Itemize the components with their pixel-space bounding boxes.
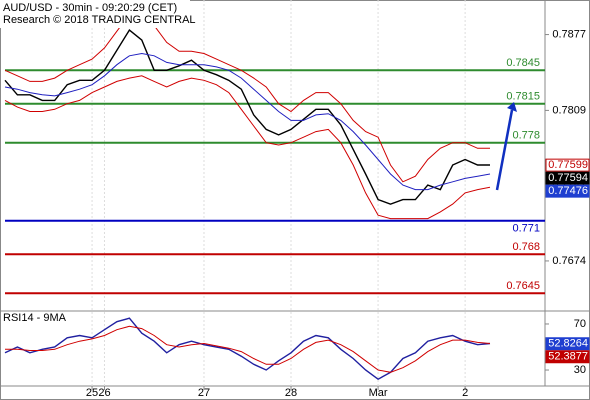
price-tag xyxy=(545,171,590,185)
level-label: 0.768 xyxy=(512,241,540,253)
y-tick-label: 30 xyxy=(574,364,586,376)
series-line xyxy=(5,325,491,373)
rsi-title: RSI14 - 9MA xyxy=(3,312,67,324)
x-tick-label: 28 xyxy=(285,387,297,399)
price-tag-label: 0.77594 xyxy=(548,172,588,184)
chart-title: AUD/USD - 30min - 09:20:29 (CET) xyxy=(3,2,177,14)
title-bg xyxy=(0,0,190,28)
level-label: 0.7845 xyxy=(506,57,540,69)
x-tick-label: 27 xyxy=(198,387,210,399)
series-line xyxy=(4,317,491,381)
price-tag-label: 52.3877 xyxy=(548,351,588,363)
level-label: 0.778 xyxy=(512,130,540,142)
x-tick-label: 25 xyxy=(86,387,98,399)
price-tag xyxy=(545,337,590,351)
x-tick-label: 2 xyxy=(462,387,468,399)
chart-subtitle: Research © 2018 TRADING CENTRAL xyxy=(3,14,196,26)
forecast-arrowhead xyxy=(507,102,517,112)
y-tick-label: 0.7877 xyxy=(552,28,586,40)
forecast-arrow xyxy=(495,109,514,191)
level-label: 0.771 xyxy=(512,223,540,235)
series-line xyxy=(4,29,490,205)
y-tick-label: 0.7809 xyxy=(552,104,586,116)
price-tag xyxy=(545,184,590,198)
level-label: 0.7645 xyxy=(506,280,540,292)
price-tag-label: 52.8264 xyxy=(548,338,588,350)
plot: 25262728Mar20.78770.78090.77420.76740.78… xyxy=(4,0,590,399)
series-line xyxy=(4,14,490,183)
price-tag xyxy=(545,350,590,364)
price-tag-label: 0.77476 xyxy=(548,185,588,197)
price-tag xyxy=(545,158,590,172)
series-line xyxy=(4,75,491,220)
x-tick-label: Mar xyxy=(369,387,388,399)
y-tick-label: 0.7674 xyxy=(552,255,586,267)
series-line xyxy=(4,52,491,191)
level-label: 0.7815 xyxy=(506,91,540,103)
y-tick-label: 70 xyxy=(574,318,586,330)
price-tag-label: 0.77599 xyxy=(548,159,588,171)
x-tick-label: 26 xyxy=(98,387,110,399)
